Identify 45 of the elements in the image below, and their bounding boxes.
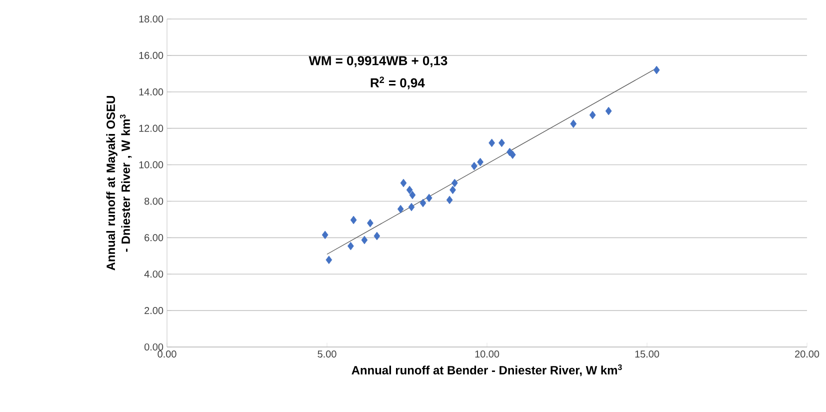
point xyxy=(400,178,407,188)
point xyxy=(406,186,413,194)
point xyxy=(446,196,453,204)
y-tick-label: 16.00 xyxy=(139,52,164,59)
y-axis-title: Annual runoff at Mayaki OSEU - Dniester River , W km$^{3}$ xyxy=(106,96,132,270)
point xyxy=(471,162,478,170)
y-tick-label: 8.00 xyxy=(144,198,164,205)
point xyxy=(653,66,660,74)
point xyxy=(361,236,368,244)
point xyxy=(326,256,332,264)
point xyxy=(347,242,354,250)
point xyxy=(420,198,426,208)
point xyxy=(350,216,357,224)
y-tick-label: 12.00 xyxy=(139,124,164,132)
y-tick-label: 10.00 xyxy=(139,161,164,168)
point xyxy=(451,178,458,188)
y-tick-label: 14.00 xyxy=(139,88,164,96)
point xyxy=(509,150,516,159)
point xyxy=(374,232,380,240)
point xyxy=(408,202,415,212)
point xyxy=(409,190,416,200)
point xyxy=(322,230,328,240)
point xyxy=(367,218,374,228)
x-tick-label: 20.00 xyxy=(795,350,820,358)
point xyxy=(397,204,404,214)
point xyxy=(450,186,456,194)
point xyxy=(498,138,505,148)
point xyxy=(488,138,495,148)
y-tick-label: 18.00 xyxy=(139,15,164,23)
y-tick-label: 4.00 xyxy=(144,270,164,278)
x-tick-label: 10.00 xyxy=(475,350,500,358)
y-tick-label: 2.00 xyxy=(144,307,164,314)
x-tick-label: 0.00 xyxy=(158,350,176,358)
point xyxy=(589,110,596,120)
y-tick-label: 6.00 xyxy=(144,234,164,242)
x-tick-label: 15.00 xyxy=(635,350,660,358)
x-tick-label: 5.00 xyxy=(318,350,336,358)
annotation: R$^{2}$ = 0,94 xyxy=(370,76,425,90)
annotation: WM = 0,9914WB + 0,13 xyxy=(308,56,448,68)
point xyxy=(570,120,577,128)
point xyxy=(426,194,432,202)
point xyxy=(605,106,612,116)
point xyxy=(477,158,484,166)
x-axis-title: Annual runoff at Bender - Dniester River, W km$^{3}$ xyxy=(352,364,622,376)
y-tick-label: 0.00 xyxy=(144,343,164,351)
